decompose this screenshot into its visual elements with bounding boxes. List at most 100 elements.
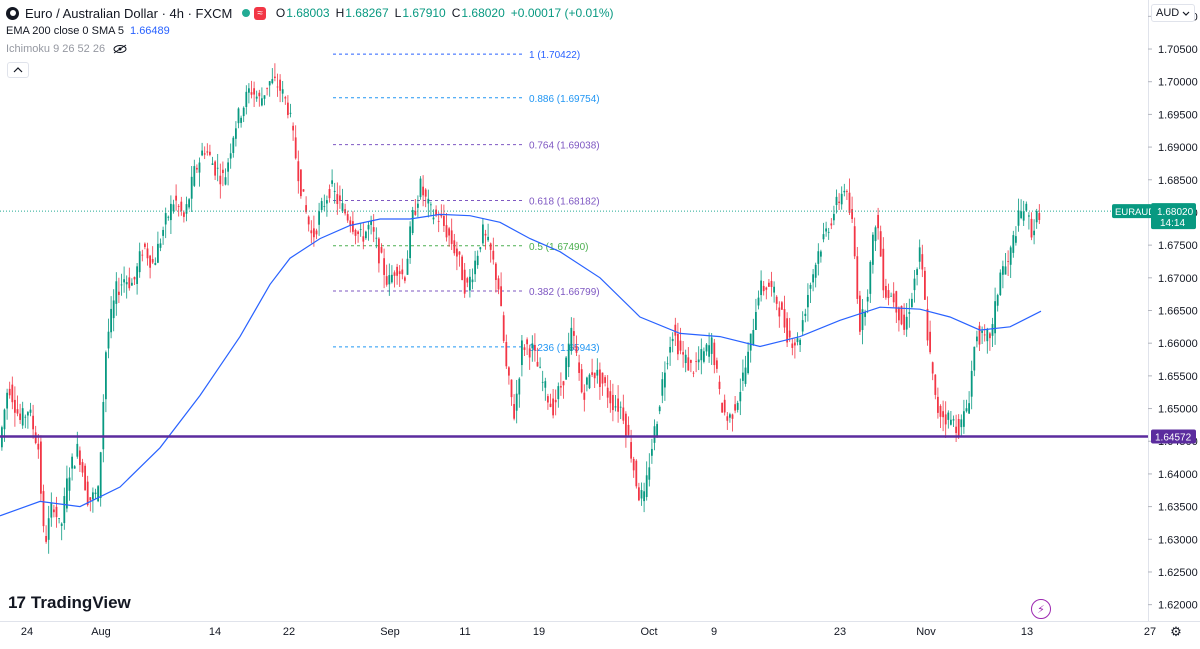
candle-body (466, 278, 469, 283)
symbol-title[interactable]: Euro / Australian Dollar · 4h · FXCM (25, 5, 233, 21)
candle-body (534, 344, 536, 351)
candle-body (318, 211, 320, 225)
candle-body (237, 108, 240, 124)
candle-body (422, 186, 424, 196)
support-price-tag (1151, 429, 1196, 444)
candle-body (653, 426, 656, 443)
time-tick-label: Nov (916, 626, 936, 638)
candle-body (432, 217, 435, 220)
fib-level-label: 0.382 (1.66799) (529, 287, 600, 298)
candle-body (440, 214, 443, 217)
candle-body (271, 79, 274, 84)
candle-body (411, 210, 414, 234)
candle-body (162, 229, 164, 236)
ohlc-close: C1.68020 (451, 6, 505, 20)
candle-body (492, 250, 495, 260)
candle-body (934, 374, 937, 395)
candle-body (513, 404, 515, 419)
candle-body (580, 369, 583, 393)
candle-body (112, 300, 115, 319)
hidden-eye-icon[interactable] (113, 44, 127, 54)
price-tick-label: 1.64000 (1158, 469, 1198, 481)
candle-body (224, 177, 227, 185)
candle-body (625, 413, 627, 436)
ema-indicator-row[interactable]: EMA 200 close 0 SMA 5 1.66489 (6, 22, 620, 40)
candle-body (783, 309, 786, 328)
tradingview-logo[interactable]: 17 TradingView (8, 593, 131, 613)
candle-body (747, 351, 749, 374)
candle-body (703, 351, 705, 362)
candle-body (437, 221, 440, 222)
fib-level-label: 0.236 (1.65943) (529, 343, 600, 354)
candle-body (274, 76, 276, 79)
candle-body (253, 88, 255, 95)
candle-body (853, 226, 856, 257)
candle-body (479, 247, 482, 250)
price-tick-label: 1.62500 (1158, 567, 1198, 579)
candle-body (981, 330, 983, 333)
candle-body (300, 169, 302, 197)
candle-body (658, 406, 661, 412)
candle-body (690, 360, 692, 363)
candle-body (362, 236, 365, 242)
candle-body (554, 399, 557, 403)
ohlc-low: L1.67910 (394, 6, 446, 20)
candle-body (869, 262, 872, 294)
chart-legend: Euro / Australian Dollar · 4h · FXCM ≈ O… (6, 4, 620, 58)
candle-body (263, 95, 266, 99)
candle-body (458, 251, 461, 255)
time-tick-label: Aug (91, 626, 111, 638)
candle-body (463, 269, 466, 294)
candle-body (1020, 211, 1022, 219)
lightning-icon[interactable]: ⚡ (1031, 599, 1051, 619)
candle-body (240, 117, 242, 123)
candle-body (276, 86, 279, 88)
candle-body (682, 352, 684, 355)
candle-body (159, 243, 162, 248)
candle-body (601, 372, 604, 384)
support-line[interactable]: 1.64572 (0, 429, 1196, 444)
candle-body (164, 213, 167, 225)
ichimoku-indicator-label: Ichimoku 9 26 52 26 (6, 43, 106, 55)
market-status-icon[interactable] (242, 9, 251, 17)
candle-body (125, 282, 128, 285)
price-tick-label: 1.69000 (1158, 142, 1198, 154)
candle-body (887, 290, 890, 299)
symbol-icon[interactable] (6, 6, 19, 20)
candle-body (638, 487, 640, 501)
candle-body (372, 227, 375, 232)
candle-body (570, 327, 573, 351)
candle-body (287, 102, 289, 115)
candle-body (544, 381, 547, 388)
candle-body (562, 381, 565, 386)
candle-body (669, 346, 671, 353)
candle-body (313, 228, 315, 238)
candle-body (1004, 266, 1007, 275)
candle-body (406, 258, 409, 275)
time-axis[interactable]: 24 Aug 14 22 Sep 11 19 Oct 9 23 Nov 13 27 (21, 626, 1156, 638)
candle-body (695, 361, 697, 362)
candle-body (807, 294, 809, 308)
candle-body (968, 403, 970, 414)
candle-body (885, 285, 887, 298)
candle-body (383, 258, 385, 275)
candle-body (552, 398, 554, 416)
candles (1, 63, 1041, 554)
ichimoku-indicator-row[interactable]: Ichimoku 9 26 52 26 (6, 40, 620, 58)
support-price-label: 1.64572 (1155, 433, 1192, 444)
collapse-legend-button[interactable] (7, 62, 29, 78)
wave-badge[interactable]: ≈ (254, 6, 266, 20)
candle-body (827, 231, 830, 233)
price-tick-label: 1.66000 (1158, 338, 1198, 350)
candle-body (939, 405, 942, 417)
candle-body (250, 92, 253, 95)
candle-body (664, 372, 666, 388)
currency-select[interactable]: AUD (1151, 4, 1195, 22)
candle-body (833, 213, 835, 221)
candle-body (963, 411, 965, 427)
candle-body (760, 280, 762, 296)
candle-body (778, 307, 781, 317)
gear-icon[interactable]: ⚙ (1170, 624, 1182, 639)
